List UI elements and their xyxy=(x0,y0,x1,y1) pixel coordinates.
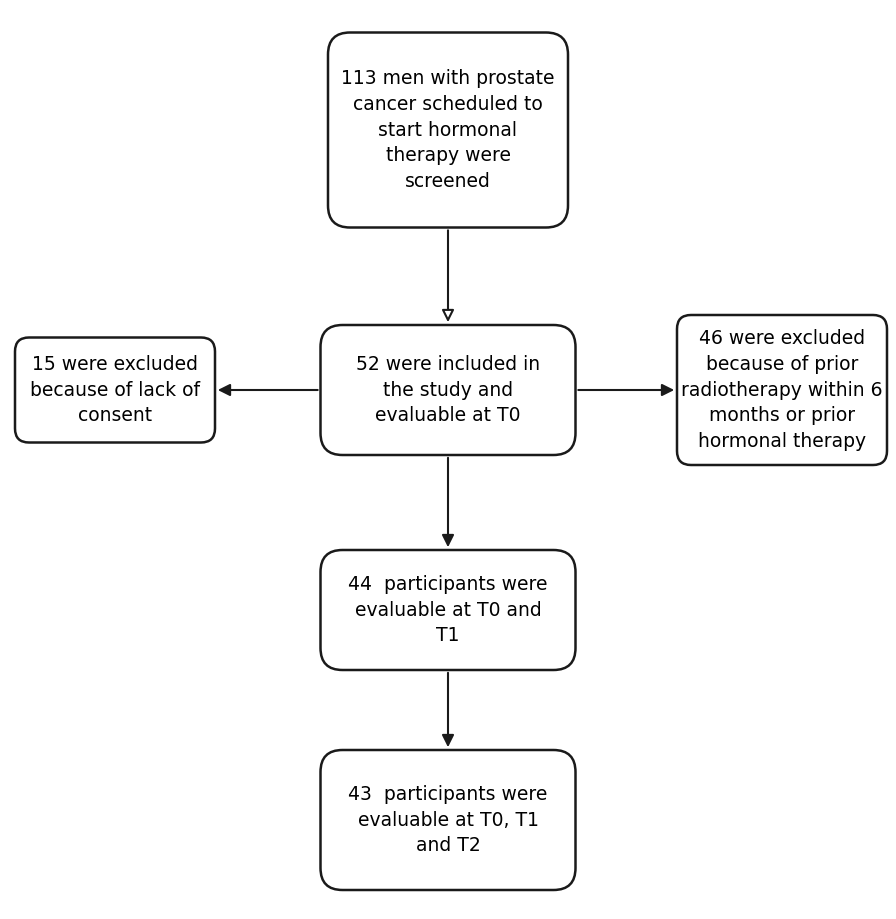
Text: 15 were excluded
because of lack of
consent: 15 were excluded because of lack of cons… xyxy=(30,355,200,425)
FancyBboxPatch shape xyxy=(328,32,568,228)
Text: 44  participants were
evaluable at T0 and
T1: 44 participants were evaluable at T0 and… xyxy=(349,574,547,645)
Text: 43  participants were
evaluable at T0, T1
and T2: 43 participants were evaluable at T0, T1… xyxy=(349,785,547,856)
FancyBboxPatch shape xyxy=(15,337,215,443)
Text: 113 men with prostate
cancer scheduled to
start hormonal
therapy were
screened: 113 men with prostate cancer scheduled t… xyxy=(341,69,555,191)
FancyBboxPatch shape xyxy=(677,315,887,465)
FancyBboxPatch shape xyxy=(321,325,575,455)
Text: 46 were excluded
because of prior
radiotherapy within 6
months or prior
hormonal: 46 were excluded because of prior radiot… xyxy=(681,329,883,451)
Text: 52 were included in
the study and
evaluable at T0: 52 were included in the study and evalua… xyxy=(356,355,540,425)
FancyBboxPatch shape xyxy=(321,550,575,670)
FancyBboxPatch shape xyxy=(321,750,575,890)
